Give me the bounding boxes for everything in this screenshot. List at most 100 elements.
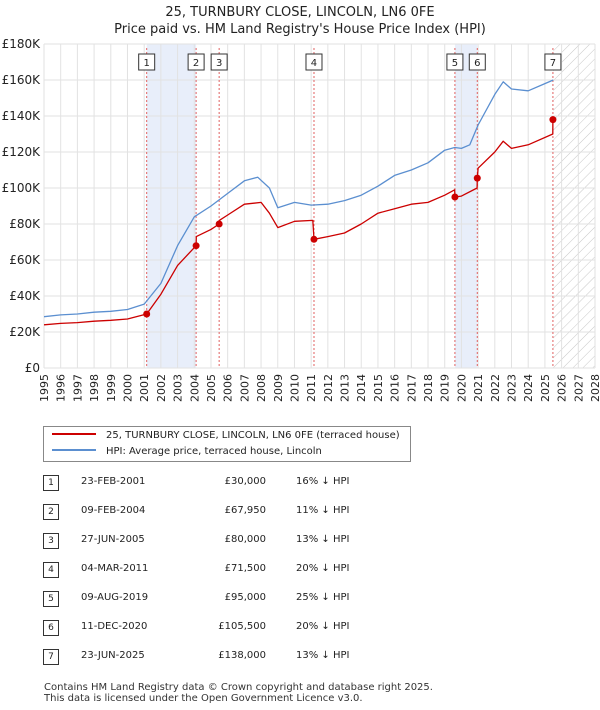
sale-hpi-diff: 13% ↓ HPI <box>296 534 350 545</box>
sale-label: 7 <box>550 58 556 69</box>
sale-price: £30,000 <box>224 476 266 487</box>
sale-price: £80,000 <box>224 534 266 545</box>
sale-hpi-diff: 20% ↓ HPI <box>296 563 350 574</box>
hpi-line <box>44 79 554 318</box>
sale-number: 6 <box>43 620 59 636</box>
sale-label-box <box>187 53 205 71</box>
sale-label: 3 <box>216 58 222 69</box>
y-tick-label: £180K <box>2 37 42 51</box>
legend-item-hpi: HPI: Average price, terraced house, Linc… <box>52 445 322 459</box>
sale-hpi-diff: 20% ↓ HPI <box>296 621 350 632</box>
x-tick-label: 2019 <box>439 374 452 402</box>
y-tick-label: £140K <box>2 109 42 123</box>
x-tick-label: 2015 <box>372 374 385 402</box>
sale-number: 4 <box>43 562 59 578</box>
sale-date: 27-JUN-2005 <box>81 534 145 545</box>
sale-row: 2 09-FEB-2004 £67,950 11% ↓ HPI <box>41 499 441 528</box>
sale-number: 7 <box>43 649 59 665</box>
legend-swatch-property <box>52 433 96 435</box>
y-tick-label: £0 <box>25 361 40 375</box>
sale-date: 09-FEB-2004 <box>81 505 146 516</box>
x-tick-label: 2022 <box>489 374 502 402</box>
sale-label-box <box>305 53 323 71</box>
y-tick-label: £20K <box>9 325 41 339</box>
sale-point <box>549 116 557 124</box>
x-tick-label: 2003 <box>172 374 185 402</box>
sale-row: 4 04-MAR-2011 £71,500 20% ↓ HPI <box>41 557 441 586</box>
sale-number: 1 <box>43 475 59 491</box>
footer: Contains HM Land Registry data © Crown c… <box>44 682 433 704</box>
sale-label-box <box>138 53 156 71</box>
price-chart: 1 2 3 4 5 6 7 £0 £20K £40K £60K £80K £100K £120K £140… <box>2 37 600 402</box>
x-tick-label: 2028 <box>589 374 600 402</box>
forecast-hatch <box>553 44 595 368</box>
legend-swatch-hpi <box>52 449 96 451</box>
legend: 25, TURNBURY CLOSE, LINCOLN, LN6 0FE (te… <box>43 426 411 462</box>
sale-label: 4 <box>311 58 317 69</box>
x-tick-label: 2016 <box>389 374 402 402</box>
sale-point <box>473 174 481 182</box>
y-tick-label: £80K <box>9 217 41 231</box>
sale-point <box>310 235 318 243</box>
x-tick-label: 2007 <box>238 374 251 402</box>
x-tick-label: 2026 <box>556 374 569 402</box>
x-tick-label: 1996 <box>55 374 68 402</box>
sale-label: 2 <box>193 58 199 69</box>
x-tick-label: 2006 <box>222 374 235 402</box>
y-tick-label: £160K <box>2 73 42 87</box>
sale-hpi-diff: 11% ↓ HPI <box>296 505 350 516</box>
x-tick-label: 1999 <box>105 374 118 402</box>
y-tick-label: £40K <box>9 289 41 303</box>
x-tick-label: 2025 <box>539 374 552 402</box>
y-tick-label: £60K <box>9 253 41 267</box>
sale-number: 3 <box>43 533 59 549</box>
x-tick-label: 2018 <box>422 374 435 402</box>
sale-row: 1 23-FEB-2001 £30,000 16% ↓ HPI <box>41 470 441 499</box>
sale-number: 2 <box>43 504 59 520</box>
footer-licence: This data is licensed under the Open Gov… <box>44 693 363 704</box>
x-tick-label: 1998 <box>88 374 101 402</box>
sale-hpi-diff: 13% ↓ HPI <box>296 650 350 661</box>
sale-label: 5 <box>452 58 458 69</box>
title-line-1: 25, TURNBURY CLOSE, LINCOLN, LN6 0FE <box>165 5 435 20</box>
sale-price: £71,500 <box>224 563 266 574</box>
x-tick-label: 2021 <box>472 374 485 402</box>
x-tick-label: 2002 <box>155 374 168 402</box>
footer-copyright: Contains HM Land Registry data © Crown c… <box>44 682 433 693</box>
x-tick-label: 2027 <box>572 374 585 402</box>
x-tick-label: 2012 <box>322 374 335 402</box>
sale-date: 09-AUG-2019 <box>81 592 149 603</box>
x-tick-label: 2009 <box>272 374 285 402</box>
sale-label: 6 <box>474 58 480 69</box>
sale-date: 04-MAR-2011 <box>81 563 149 574</box>
sale-label-box <box>544 53 562 71</box>
x-tick-label: 2010 <box>288 374 301 402</box>
x-tick-label: 2014 <box>355 374 368 402</box>
title-line-2: Price paid vs. HM Land Registry's House … <box>114 22 486 37</box>
sale-point <box>215 220 223 228</box>
sale-row: 7 23-JUN-2025 £138,000 13% ↓ HPI <box>41 644 441 673</box>
x-tick-label: 2008 <box>255 374 268 402</box>
sale-label-box <box>210 53 228 71</box>
sale-label-box <box>468 53 486 71</box>
sale-label-box <box>446 53 464 71</box>
shaded-period <box>146 44 197 368</box>
shaded-period <box>454 44 478 368</box>
sale-point <box>451 193 459 201</box>
sale-row: 6 11-DEC-2020 £105,500 20% ↓ HPI <box>41 615 441 644</box>
sale-hpi-diff: 25% ↓ HPI <box>296 592 350 603</box>
chart-title: 25, TURNBURY CLOSE, LINCOLN, LN6 0FE Pri… <box>0 4 600 38</box>
sale-date: 11-DEC-2020 <box>81 621 148 632</box>
x-tick-label: 2011 <box>305 374 318 402</box>
sale-date: 23-FEB-2001 <box>81 476 146 487</box>
sale-number: 5 <box>43 591 59 607</box>
legend-item-property: 25, TURNBURY CLOSE, LINCOLN, LN6 0FE (te… <box>52 429 400 443</box>
x-tick-label: 2005 <box>205 374 218 402</box>
sale-row: 3 27-JUN-2005 £80,000 13% ↓ HPI <box>41 528 441 557</box>
sale-price: £95,000 <box>224 592 266 603</box>
x-tick-label: 2000 <box>121 374 134 402</box>
sale-price: £138,000 <box>218 650 266 661</box>
sale-date: 23-JUN-2025 <box>81 650 145 661</box>
sale-price: £105,500 <box>218 621 266 632</box>
sale-point <box>192 242 200 250</box>
